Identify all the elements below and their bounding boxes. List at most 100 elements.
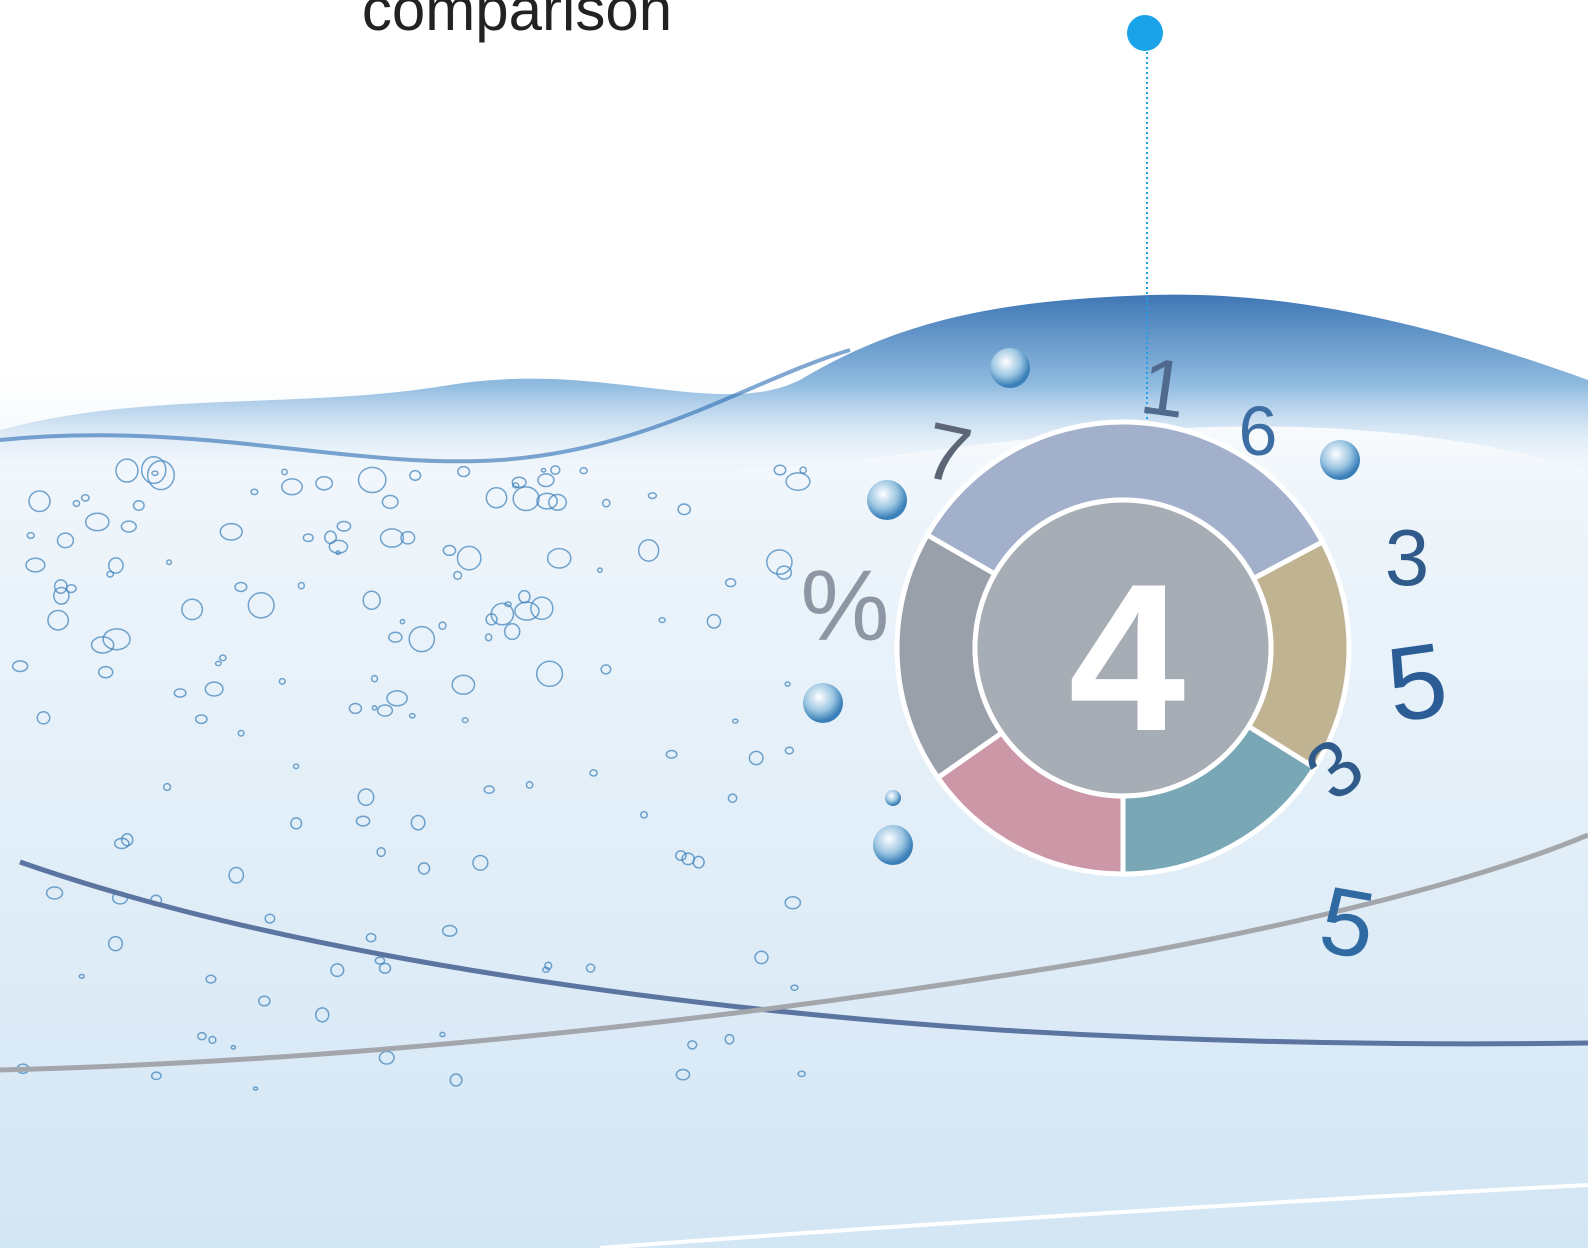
bubble <box>388 631 403 643</box>
bubble <box>330 963 345 978</box>
bubble <box>665 749 678 759</box>
bubble <box>530 596 554 621</box>
bubble <box>400 530 416 545</box>
bubble <box>237 729 245 737</box>
center-label: 4 <box>1069 540 1186 775</box>
bubble <box>596 567 604 573</box>
bubble <box>724 577 737 588</box>
wave-line <box>0 348 851 464</box>
percent-sign: % <box>801 550 890 662</box>
bubble <box>579 467 588 475</box>
bubble <box>376 704 394 717</box>
bubble <box>292 763 300 770</box>
bubble <box>585 963 596 973</box>
bubble <box>503 622 521 641</box>
bubble <box>785 472 811 491</box>
donut-center <box>972 497 1274 799</box>
bubble <box>362 590 381 611</box>
bubble <box>36 710 51 725</box>
water-surface <box>0 294 1588 479</box>
bubble <box>120 520 137 533</box>
bubble <box>194 714 208 725</box>
bubble <box>514 601 540 621</box>
bubble <box>399 618 406 625</box>
bubble <box>535 660 564 688</box>
bubble <box>106 570 115 578</box>
bubble <box>108 557 124 574</box>
bubble <box>80 493 90 502</box>
bubble <box>541 966 551 974</box>
bubble <box>234 581 248 593</box>
bubble <box>297 581 306 590</box>
bubble <box>250 488 259 496</box>
water-drop <box>885 790 901 806</box>
bubble <box>374 956 386 965</box>
bubble <box>601 498 611 508</box>
bubble <box>511 476 527 489</box>
bubble <box>773 464 787 476</box>
bubble <box>681 852 696 866</box>
bubble <box>511 482 520 489</box>
bubble <box>146 459 175 491</box>
bubble <box>197 1031 207 1041</box>
bubble <box>56 532 75 549</box>
bubble <box>727 793 738 804</box>
donut <box>894 419 1352 877</box>
bubble <box>165 559 173 566</box>
bubble <box>600 664 612 675</box>
bubble <box>214 660 222 667</box>
bubble <box>408 712 416 719</box>
bubble <box>97 665 114 679</box>
bubble <box>247 592 275 619</box>
bubble <box>472 854 489 871</box>
bubble <box>230 1044 237 1050</box>
bubble <box>442 544 457 557</box>
bubble <box>90 636 115 654</box>
bubble <box>378 962 392 974</box>
bubble <box>504 601 512 608</box>
bubble <box>72 499 81 508</box>
bubble <box>376 846 386 858</box>
bubble <box>647 492 658 500</box>
bubble <box>540 467 547 473</box>
bubble <box>115 458 139 483</box>
bubble <box>677 503 692 516</box>
bubble <box>45 886 64 900</box>
bubble <box>205 974 217 984</box>
marker-dot <box>1127 15 1163 51</box>
bubble <box>53 586 70 605</box>
bubble <box>637 539 660 562</box>
water-drop <box>1320 440 1360 480</box>
bubble <box>544 961 553 971</box>
bubble <box>264 913 276 924</box>
bubbles <box>11 348 1360 1091</box>
bubble <box>512 486 540 512</box>
bubble <box>365 932 377 943</box>
bubble <box>546 547 572 569</box>
bubble <box>456 545 482 571</box>
bubble <box>162 782 172 792</box>
bubble <box>525 780 534 789</box>
bubble <box>408 625 436 653</box>
floating-digit: 3 <box>1385 513 1430 602</box>
bubble <box>102 628 131 651</box>
bubble <box>451 674 476 695</box>
bubble <box>706 613 722 629</box>
bubble <box>140 456 167 485</box>
bubble <box>490 602 515 626</box>
bubble <box>485 486 508 509</box>
bubble <box>461 717 469 724</box>
bubble <box>441 924 458 937</box>
bubble <box>150 1071 162 1081</box>
bubble <box>252 1086 259 1091</box>
bubble <box>84 512 110 532</box>
water-drop <box>867 480 907 520</box>
bubble <box>28 490 51 513</box>
bubble <box>78 973 85 979</box>
bubble <box>381 494 399 510</box>
bubble <box>748 750 764 766</box>
bubble <box>302 533 314 543</box>
bubble <box>290 817 303 830</box>
bubble <box>658 616 666 624</box>
